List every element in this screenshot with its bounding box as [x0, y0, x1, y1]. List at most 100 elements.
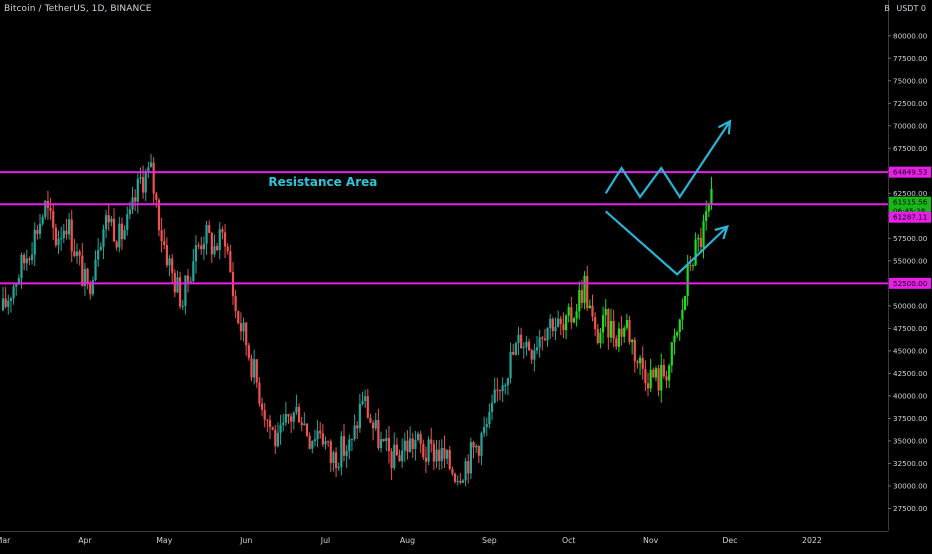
- candle: [242, 317, 245, 342]
- badge-current-price-bg: [889, 196, 931, 217]
- candle: [483, 416, 486, 438]
- candle-body: [152, 162, 155, 194]
- badge-resistance-low-text: 61287.11: [893, 213, 927, 222]
- candle-body: [128, 209, 131, 215]
- candle-body: [549, 318, 552, 328]
- candle-body: [44, 200, 47, 217]
- candle: [408, 426, 412, 453]
- candle: [253, 349, 256, 385]
- candle: [451, 466, 454, 477]
- bullish-projection[interactable]: [604, 120, 731, 199]
- axis-header[interactable]: B USDT 0: [884, 4, 926, 13]
- candle-body: [543, 338, 547, 341]
- candle: [387, 425, 391, 464]
- candle: [226, 243, 229, 255]
- candle: [239, 312, 243, 341]
- candle-body: [223, 232, 227, 247]
- annotations-layer: Resistance Area: [268, 175, 377, 189]
- badge-resistance-low[interactable]: 61287.11: [889, 211, 931, 223]
- y-tick-label: 57500.00: [893, 234, 928, 243]
- candle: [192, 248, 195, 283]
- scale-mode-label[interactable]: B: [884, 4, 890, 13]
- candle-body: [75, 251, 79, 257]
- candle: [332, 450, 335, 472]
- candle: [54, 223, 57, 248]
- bearish-projection[interactable]: [604, 210, 729, 276]
- candle: [284, 401, 287, 427]
- candle: [398, 449, 401, 462]
- candle-body: [416, 433, 420, 440]
- candle: [305, 423, 309, 437]
- candle: [660, 353, 663, 403]
- candle-body: [689, 265, 692, 267]
- candle-body: [62, 230, 65, 239]
- candle: [512, 344, 515, 356]
- candle: [514, 341, 517, 356]
- candle-body: [467, 461, 470, 474]
- candle: [530, 348, 533, 365]
- candle-body: [498, 389, 502, 392]
- candle-body: [646, 383, 650, 389]
- candle-body: [628, 320, 631, 343]
- candle: [570, 296, 573, 329]
- candle-body: [625, 320, 628, 328]
- candle-body: [52, 211, 55, 228]
- candle-body: [186, 275, 190, 282]
- candle-body: [623, 327, 626, 337]
- candle: [179, 271, 182, 309]
- candle-body: [451, 469, 454, 474]
- candle: [416, 431, 420, 442]
- currency-menu-label[interactable]: 0: [920, 4, 926, 13]
- y-tick-label: 80000.00: [893, 31, 928, 40]
- candle: [60, 226, 63, 251]
- y-tick-label: 55000.00: [893, 256, 928, 265]
- x-tick-label: May: [156, 536, 173, 545]
- candle-body: [83, 268, 87, 287]
- candle: [631, 338, 634, 355]
- candle-body: [562, 323, 565, 331]
- candle-body: [20, 254, 23, 279]
- candle: [356, 421, 359, 440]
- candle-body: [617, 328, 621, 347]
- badge-resistance-high[interactable]: 64849.53: [889, 166, 931, 178]
- candle: [620, 315, 623, 346]
- candle: [438, 440, 441, 470]
- candle: [564, 313, 568, 340]
- candle: [327, 440, 330, 448]
- candle-body: [345, 450, 348, 456]
- candle-body: [477, 446, 480, 456]
- candle-body: [633, 339, 636, 362]
- candle-body: [327, 441, 330, 443]
- candle: [274, 424, 277, 455]
- badge-support[interactable]: 52500.00: [889, 277, 931, 289]
- candle-body: [350, 438, 354, 440]
- candle: [607, 308, 610, 350]
- candle: [488, 403, 491, 429]
- candle-body: [377, 419, 380, 449]
- candle-body: [493, 389, 496, 403]
- candle: [377, 408, 380, 451]
- candle-body: [567, 307, 570, 316]
- candle-body: [136, 178, 139, 202]
- candle-body: [12, 286, 15, 299]
- candle: [654, 366, 658, 382]
- candle: [683, 295, 687, 311]
- candle-body: [70, 219, 73, 252]
- currency-label[interactable]: USDT: [896, 4, 919, 13]
- candle-body: [535, 347, 539, 351]
- candle-body: [522, 346, 525, 348]
- y-tick-label: 27500.00: [893, 504, 928, 513]
- candle: [652, 367, 655, 379]
- candle: [81, 243, 84, 287]
- candle: [694, 232, 697, 267]
- symbol-title[interactable]: Bitcoin / TetherUS, 1D, BINANCE: [4, 4, 152, 14]
- candle: [223, 224, 227, 259]
- candle-body: [94, 259, 97, 281]
- candle: [361, 391, 364, 406]
- candle-body: [575, 311, 578, 319]
- candle: [300, 416, 303, 432]
- candle: [234, 290, 237, 319]
- y-tick-label: 32500.00: [893, 459, 928, 468]
